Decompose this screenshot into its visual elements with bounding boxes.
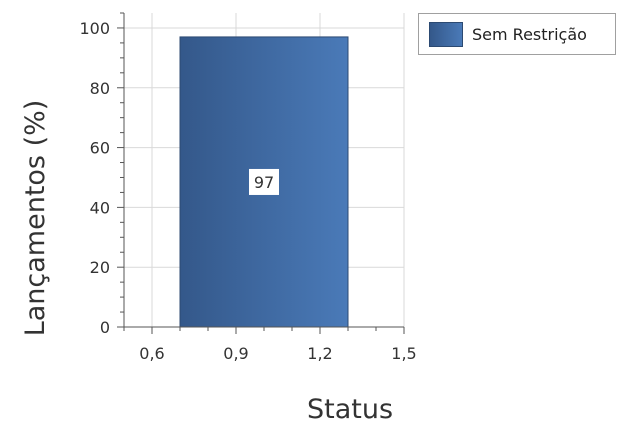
x-axis-label: Status (307, 394, 393, 425)
axes (117, 12, 405, 334)
bar (179, 36, 349, 328)
data-label-box (249, 168, 279, 195)
x-tick-label: 0,6 (139, 344, 164, 363)
data-label: 97 (254, 173, 274, 192)
y-tick-label: 80 (90, 79, 110, 98)
legend-swatch (429, 21, 463, 47)
y-axis-label: Lançamentos (%) (20, 100, 51, 337)
y-tick-label: 40 (90, 198, 110, 217)
legend: Sem Restrição (418, 13, 616, 55)
y-tick-label: 60 (90, 139, 110, 158)
tick-labels: 0 20 40 60 80 100 0,6 0,9 1,2 1,5 (79, 19, 416, 363)
y-tick-label: 100 (79, 19, 110, 38)
y-tick-label: 0 (100, 318, 110, 337)
x-tick-label: 1,2 (307, 344, 332, 363)
x-tick-label: 0,9 (223, 344, 248, 363)
data-labels: 97 (249, 168, 279, 195)
bars (179, 36, 349, 328)
y-tick-label: 20 (90, 258, 110, 277)
x-tick-label: 1,5 (391, 344, 416, 363)
legend-label: Sem Restrição (472, 24, 587, 44)
